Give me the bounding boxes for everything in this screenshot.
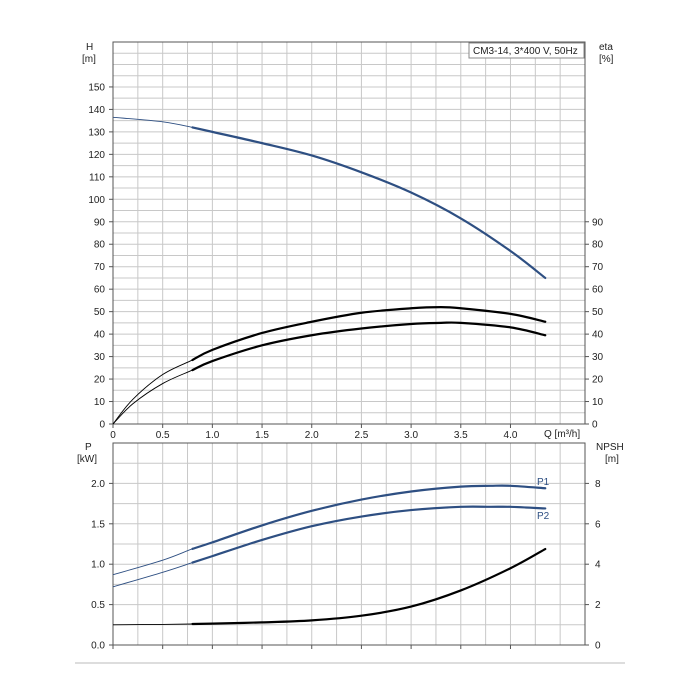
top-right-axis-label: eta [599, 42, 613, 53]
top-y-tick-label-left: 80 [94, 240, 106, 251]
top-x-axis-label: Q [m³/h] [544, 429, 580, 440]
top-y-tick-label-left: 150 [88, 82, 105, 93]
top-y-tick-label-left: 40 [94, 330, 106, 341]
bottom-left-axis-unit: [kW] [77, 454, 97, 465]
bottom-y-tick-label-right: 2 [595, 600, 601, 611]
bottom-left-axis-label: P [85, 442, 92, 453]
top-y-ticks-left: 0 10 20 30 40 50 60 70 80 90 100 110 120 130 140 150 [88, 82, 113, 431]
top-x-tick-label: 3.0 [404, 430, 418, 441]
bottom-y-tick-label-left: 0.0 [91, 641, 105, 652]
top-series-0-line [112, 116, 546, 279]
head-efficiency-panel: 0 0.5 1.0 1.5 2.0 2.5 3.0 3.5 4.0 0 10 20 30 40 50 60 7… [82, 41, 614, 441]
top-y-tick-label-left: 10 [94, 397, 106, 408]
top-y-tick-label-left: 130 [88, 127, 105, 138]
top-y-tick-label-left: 20 [94, 375, 106, 386]
top-right-axis-unit: [%] [599, 54, 614, 65]
chart-title: CM3-14, 3*400 V, 50Hz [473, 46, 578, 57]
top-x-tick-label: 3.5 [454, 430, 468, 441]
bottom-y-tick-label-right: 4 [595, 560, 601, 571]
bottom-grid [112, 442, 586, 646]
top-y-tick-label-right: 40 [592, 330, 604, 341]
top-y-tick-label-right: 90 [592, 217, 604, 228]
top-y-tick-label-left: 110 [89, 172, 105, 183]
top-left-axis-unit: [m] [82, 54, 96, 65]
bottom-y-tick-label-right: 6 [595, 519, 601, 530]
bottom-y-tick-label-left: 1.0 [91, 560, 105, 571]
top-series-0-operating-line [191, 126, 547, 280]
bottom-plot-frame [112, 442, 586, 646]
top-series [112, 116, 547, 425]
bottom-series-2-line [112, 548, 546, 626]
top-y-tick-label-right: 80 [592, 240, 604, 251]
bottom-series [112, 484, 547, 626]
top-y-tick-label-left: 50 [94, 307, 106, 318]
top-y-tick-label-left: 90 [94, 217, 106, 228]
top-y-tick-label-left: 140 [88, 105, 105, 116]
top-y-tick-label-right: 20 [592, 375, 604, 386]
top-y-tick-label-right: 50 [592, 307, 604, 318]
top-x-tick-label: 0 [110, 430, 116, 441]
top-y-tick-label-right: 0 [592, 420, 598, 431]
top-y-tick-label-left: 60 [94, 285, 106, 296]
series-label-p1: P1 [537, 477, 550, 488]
bottom-series-1-line [112, 506, 546, 588]
bottom-series-0-operating-line [191, 484, 547, 550]
top-series-1-operating-line [191, 306, 547, 362]
top-y-tick-label-right: 30 [592, 352, 604, 363]
bottom-series-2-operating-line [191, 547, 547, 626]
top-grid [112, 41, 586, 425]
bottom-right-axis-label: NPSH [596, 442, 624, 453]
top-y-tick-label-right: 10 [592, 397, 604, 408]
power-npsh-panel: 0.0 0.5 1.0 1.5 2.0 0 2 4 6 8 P [kW] NPSH [m] P1… [77, 442, 624, 652]
top-y-tick-label-left: 70 [94, 262, 106, 273]
bottom-y-tick-label-left: 1.5 [91, 519, 105, 530]
top-x-tick-label: 0.5 [156, 430, 170, 441]
top-series-2-line [112, 322, 546, 425]
top-left-axis-label: H [86, 42, 93, 53]
bottom-y-tick-label-right: 8 [595, 479, 601, 490]
series-label-p2: P2 [537, 511, 550, 522]
top-y-tick-label-left: 120 [88, 150, 105, 161]
top-x-tick-label: 2.5 [354, 430, 368, 441]
chart-title-box [468, 42, 585, 59]
top-x-tick-label: 1.5 [255, 430, 269, 441]
top-y-tick-label-left: 100 [88, 195, 105, 206]
bottom-y-tick-label-right: 0 [595, 641, 601, 652]
top-x-ticks: 0 0.5 1.0 1.5 2.0 2.5 3.0 3.5 4.0 [110, 424, 518, 441]
top-x-tick-label: 4.0 [504, 430, 518, 441]
bottom-series-0-line [112, 485, 546, 576]
top-y-tick-label-left: 0 [99, 420, 105, 431]
bottom-y-tick-label-left: 2.0 [91, 479, 105, 490]
bottom-y-ticks-right: 0 2 4 6 8 [585, 479, 601, 652]
top-series-2-operating-line [191, 321, 547, 372]
bottom-series-1-operating-line [191, 505, 547, 564]
top-plot-frame [112, 41, 586, 425]
top-y-tick-label-right: 60 [592, 285, 604, 296]
bottom-right-axis-unit: [m] [605, 454, 619, 465]
top-y-ticks-right: 0 10 20 30 40 50 60 70 80 90 [585, 217, 604, 431]
top-y-tick-label-left: 30 [94, 352, 106, 363]
top-x-tick-label: 1.0 [205, 430, 219, 441]
top-x-tick-label: 2.0 [305, 430, 319, 441]
bottom-y-ticks-left: 0.0 0.5 1.0 1.5 2.0 [91, 479, 511, 652]
bottom-y-tick-label-left: 0.5 [91, 600, 105, 611]
top-y-tick-label-right: 70 [592, 262, 604, 273]
